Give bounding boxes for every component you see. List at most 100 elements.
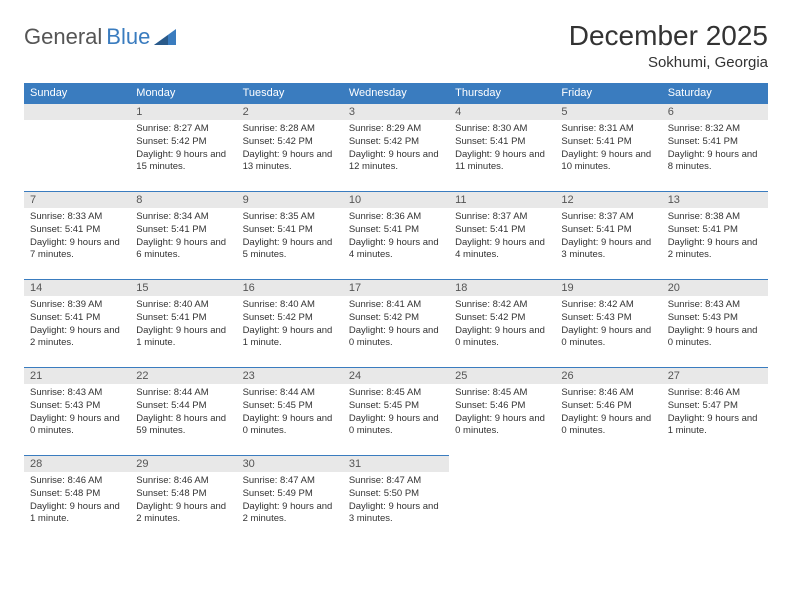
- day-number: 7: [24, 191, 130, 208]
- calendar-cell: 23Sunrise: 8:44 AMSunset: 5:45 PMDayligh…: [237, 367, 343, 455]
- day-details: Sunrise: 8:43 AMSunset: 5:43 PMDaylight:…: [24, 384, 130, 444]
- calendar-cell: 16Sunrise: 8:40 AMSunset: 5:42 PMDayligh…: [237, 279, 343, 367]
- calendar-cell: [662, 455, 768, 543]
- calendar-cell: 25Sunrise: 8:45 AMSunset: 5:46 PMDayligh…: [449, 367, 555, 455]
- calendar-cell: 19Sunrise: 8:42 AMSunset: 5:43 PMDayligh…: [555, 279, 661, 367]
- day-details: Sunrise: 8:46 AMSunset: 5:48 PMDaylight:…: [130, 472, 236, 532]
- day-details: Sunrise: 8:46 AMSunset: 5:48 PMDaylight:…: [24, 472, 130, 532]
- day-details: Sunrise: 8:28 AMSunset: 5:42 PMDaylight:…: [237, 120, 343, 180]
- day-details: Sunrise: 8:40 AMSunset: 5:42 PMDaylight:…: [237, 296, 343, 356]
- day-details: Sunrise: 8:46 AMSunset: 5:46 PMDaylight:…: [555, 384, 661, 444]
- weekday-header: Sunday: [24, 83, 130, 103]
- day-details: Sunrise: 8:37 AMSunset: 5:41 PMDaylight:…: [555, 208, 661, 268]
- calendar-body: 1Sunrise: 8:27 AMSunset: 5:42 PMDaylight…: [24, 103, 768, 543]
- calendar-cell: 11Sunrise: 8:37 AMSunset: 5:41 PMDayligh…: [449, 191, 555, 279]
- calendar-cell: 17Sunrise: 8:41 AMSunset: 5:42 PMDayligh…: [343, 279, 449, 367]
- calendar-cell: 30Sunrise: 8:47 AMSunset: 5:49 PMDayligh…: [237, 455, 343, 543]
- day-details: Sunrise: 8:44 AMSunset: 5:45 PMDaylight:…: [237, 384, 343, 444]
- day-details: Sunrise: 8:42 AMSunset: 5:43 PMDaylight:…: [555, 296, 661, 356]
- day-number: 25: [449, 367, 555, 384]
- location-label: Sokhumi, Georgia: [569, 54, 768, 71]
- day-number: 15: [130, 279, 236, 296]
- weekday-header: Tuesday: [237, 83, 343, 103]
- day-number: 29: [130, 455, 236, 472]
- day-number: 9: [237, 191, 343, 208]
- calendar-cell: 14Sunrise: 8:39 AMSunset: 5:41 PMDayligh…: [24, 279, 130, 367]
- day-number: 28: [24, 455, 130, 472]
- day-number: 10: [343, 191, 449, 208]
- day-details: Sunrise: 8:45 AMSunset: 5:45 PMDaylight:…: [343, 384, 449, 444]
- calendar-cell: 6Sunrise: 8:32 AMSunset: 5:41 PMDaylight…: [662, 103, 768, 191]
- calendar-table: SundayMondayTuesdayWednesdayThursdayFrid…: [24, 83, 768, 543]
- day-number: 23: [237, 367, 343, 384]
- day-details: Sunrise: 8:38 AMSunset: 5:41 PMDaylight:…: [662, 208, 768, 268]
- day-number: 2: [237, 103, 343, 120]
- calendar-cell: [449, 455, 555, 543]
- calendar-cell: 31Sunrise: 8:47 AMSunset: 5:50 PMDayligh…: [343, 455, 449, 543]
- brand-logo: GeneralBlue: [24, 24, 176, 50]
- calendar-cell: 24Sunrise: 8:45 AMSunset: 5:45 PMDayligh…: [343, 367, 449, 455]
- day-number: 27: [662, 367, 768, 384]
- calendar-cell: 5Sunrise: 8:31 AMSunset: 5:41 PMDaylight…: [555, 103, 661, 191]
- weekday-header: Thursday: [449, 83, 555, 103]
- day-number: 3: [343, 103, 449, 120]
- day-number: 21: [24, 367, 130, 384]
- day-details: Sunrise: 8:30 AMSunset: 5:41 PMDaylight:…: [449, 120, 555, 180]
- calendar-cell: [24, 103, 130, 191]
- day-number: 17: [343, 279, 449, 296]
- header: GeneralBlue December 2025 Sokhumi, Georg…: [24, 20, 768, 71]
- day-number: 30: [237, 455, 343, 472]
- calendar-cell: 9Sunrise: 8:35 AMSunset: 5:41 PMDaylight…: [237, 191, 343, 279]
- calendar-cell: 26Sunrise: 8:46 AMSunset: 5:46 PMDayligh…: [555, 367, 661, 455]
- calendar-week-row: 21Sunrise: 8:43 AMSunset: 5:43 PMDayligh…: [24, 367, 768, 455]
- calendar-week-row: 14Sunrise: 8:39 AMSunset: 5:41 PMDayligh…: [24, 279, 768, 367]
- day-number: 16: [237, 279, 343, 296]
- weekday-header: Saturday: [662, 83, 768, 103]
- day-details: Sunrise: 8:27 AMSunset: 5:42 PMDaylight:…: [130, 120, 236, 180]
- day-number: 22: [130, 367, 236, 384]
- day-number: 31: [343, 455, 449, 472]
- weekday-header: Monday: [130, 83, 236, 103]
- day-details: Sunrise: 8:35 AMSunset: 5:41 PMDaylight:…: [237, 208, 343, 268]
- day-details: Sunrise: 8:34 AMSunset: 5:41 PMDaylight:…: [130, 208, 236, 268]
- calendar-cell: [555, 455, 661, 543]
- calendar-cell: 10Sunrise: 8:36 AMSunset: 5:41 PMDayligh…: [343, 191, 449, 279]
- day-details: Sunrise: 8:37 AMSunset: 5:41 PMDaylight:…: [449, 208, 555, 268]
- brand-part1: General: [24, 24, 102, 50]
- day-number: 6: [662, 103, 768, 120]
- day-number: 5: [555, 103, 661, 120]
- day-details: Sunrise: 8:36 AMSunset: 5:41 PMDaylight:…: [343, 208, 449, 268]
- day-number: 8: [130, 191, 236, 208]
- day-number: 4: [449, 103, 555, 120]
- calendar-cell: 12Sunrise: 8:37 AMSunset: 5:41 PMDayligh…: [555, 191, 661, 279]
- day-details: Sunrise: 8:43 AMSunset: 5:43 PMDaylight:…: [662, 296, 768, 356]
- month-title: December 2025: [569, 20, 768, 52]
- day-details: Sunrise: 8:41 AMSunset: 5:42 PMDaylight:…: [343, 296, 449, 356]
- day-number: 26: [555, 367, 661, 384]
- day-number: 19: [555, 279, 661, 296]
- title-block: December 2025 Sokhumi, Georgia: [569, 20, 768, 71]
- day-details: Sunrise: 8:31 AMSunset: 5:41 PMDaylight:…: [555, 120, 661, 180]
- calendar-week-row: 7Sunrise: 8:33 AMSunset: 5:41 PMDaylight…: [24, 191, 768, 279]
- day-number: 18: [449, 279, 555, 296]
- calendar-cell: 27Sunrise: 8:46 AMSunset: 5:47 PMDayligh…: [662, 367, 768, 455]
- calendar-week-row: 28Sunrise: 8:46 AMSunset: 5:48 PMDayligh…: [24, 455, 768, 543]
- calendar-cell: 2Sunrise: 8:28 AMSunset: 5:42 PMDaylight…: [237, 103, 343, 191]
- brand-triangle-icon: [154, 29, 176, 45]
- calendar-cell: 1Sunrise: 8:27 AMSunset: 5:42 PMDaylight…: [130, 103, 236, 191]
- calendar-cell: 21Sunrise: 8:43 AMSunset: 5:43 PMDayligh…: [24, 367, 130, 455]
- day-number: 14: [24, 279, 130, 296]
- day-number: 13: [662, 191, 768, 208]
- calendar-cell: 29Sunrise: 8:46 AMSunset: 5:48 PMDayligh…: [130, 455, 236, 543]
- calendar-cell: 28Sunrise: 8:46 AMSunset: 5:48 PMDayligh…: [24, 455, 130, 543]
- day-details: Sunrise: 8:33 AMSunset: 5:41 PMDaylight:…: [24, 208, 130, 268]
- calendar-cell: 18Sunrise: 8:42 AMSunset: 5:42 PMDayligh…: [449, 279, 555, 367]
- day-details: Sunrise: 8:29 AMSunset: 5:42 PMDaylight:…: [343, 120, 449, 180]
- day-details: Sunrise: 8:47 AMSunset: 5:50 PMDaylight:…: [343, 472, 449, 532]
- day-number: 1: [130, 103, 236, 120]
- calendar-cell: 20Sunrise: 8:43 AMSunset: 5:43 PMDayligh…: [662, 279, 768, 367]
- empty-day-band: [24, 103, 130, 120]
- day-number: 20: [662, 279, 768, 296]
- calendar-header-row: SundayMondayTuesdayWednesdayThursdayFrid…: [24, 83, 768, 103]
- calendar-page: GeneralBlue December 2025 Sokhumi, Georg…: [0, 0, 792, 563]
